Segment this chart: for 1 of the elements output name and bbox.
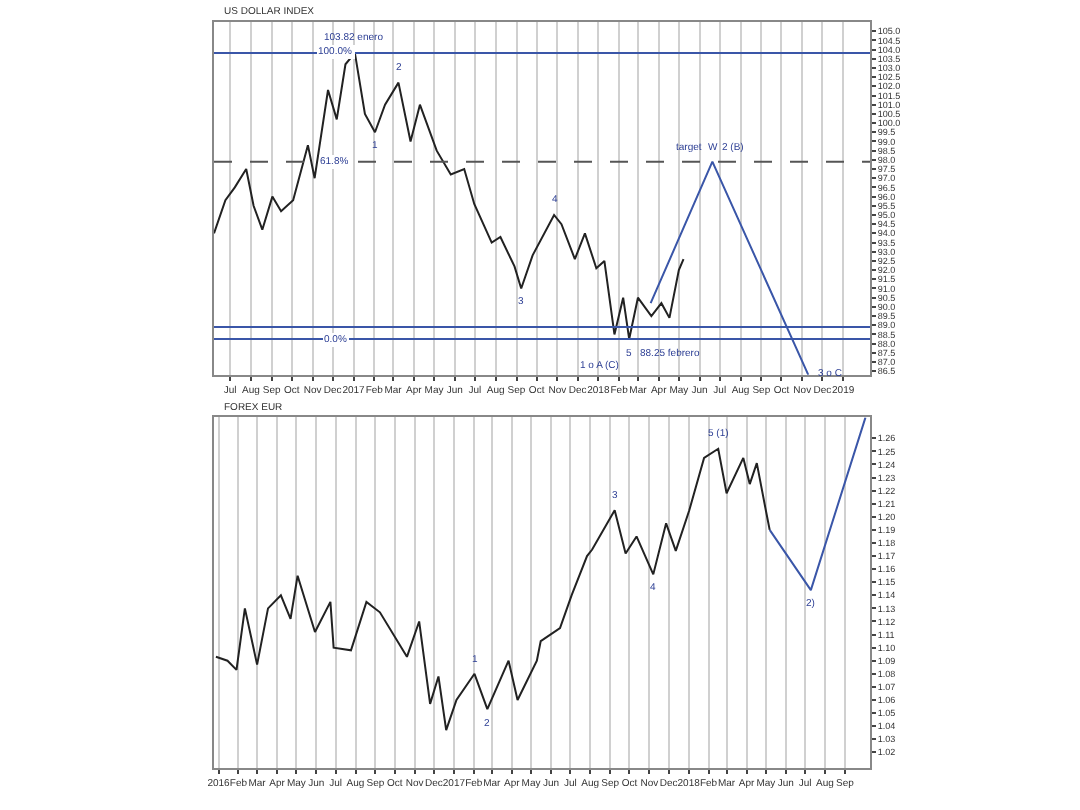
- line-series: [214, 447, 771, 732]
